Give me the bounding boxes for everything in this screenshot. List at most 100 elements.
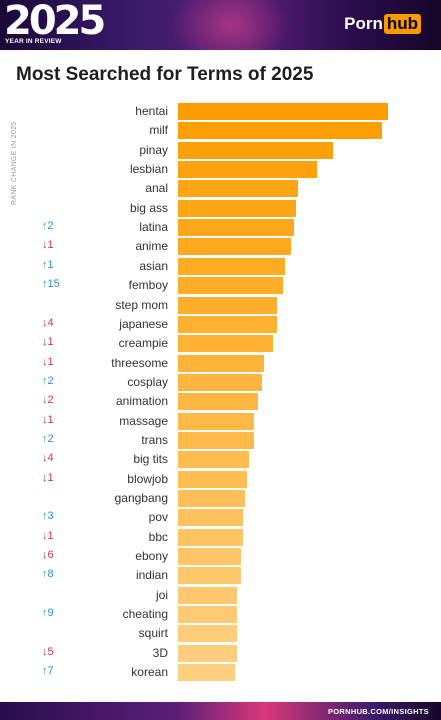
chart-title: Most Searched for Terms of 2025: [16, 64, 314, 85]
rank-change-label: ↑3: [42, 510, 54, 523]
chart-row: anal: [0, 179, 441, 198]
term-label: lesbian: [129, 162, 168, 177]
chart-row: ↓1 blowjob: [0, 470, 441, 489]
chart-row: ↓4 big tits: [0, 450, 441, 469]
chart-row: ↑15 femboy: [0, 276, 441, 295]
chart-row: ↓5 3D: [0, 644, 441, 663]
bar: [178, 606, 237, 624]
bar: [178, 567, 241, 585]
rank-change-label: ↓4: [42, 316, 54, 329]
chart-row: ↑8 indian: [0, 566, 441, 585]
term-label: japanese: [119, 316, 168, 331]
term-label: trans: [141, 432, 168, 447]
bar: [178, 470, 248, 488]
chart-row: ↓1 bbc: [0, 528, 441, 547]
rank-change-label: ↑2: [42, 432, 54, 445]
chart-row: ↓2 animation: [0, 392, 441, 411]
bar: [178, 431, 254, 449]
bar: [178, 490, 246, 507]
bar: [178, 315, 277, 333]
bar: [178, 141, 334, 159]
term-label: joi: [155, 587, 168, 602]
year-heading: 2025: [4, 0, 106, 44]
rank-change-label: ↓5: [42, 645, 54, 658]
chart-row: ↓6 ebony: [0, 547, 441, 566]
rank-change-label: ↓1: [42, 529, 54, 542]
term-label: step mom: [115, 297, 168, 312]
bar: [178, 122, 382, 140]
bar: [178, 412, 254, 430]
chart-row: ↓1 threesome: [0, 354, 441, 373]
chart-row: ↓4 japanese: [0, 315, 441, 334]
term-label: cheating: [122, 607, 168, 622]
bar: [178, 219, 294, 237]
rank-change-label: ↓1: [42, 336, 54, 349]
chart-row: ↑2 cosplay: [0, 373, 441, 392]
term-label: bbc: [148, 529, 168, 544]
term-label: pov: [148, 510, 168, 525]
chart-row: ↑3 pov: [0, 508, 441, 527]
term-label: korean: [131, 665, 168, 680]
bar: [178, 664, 235, 682]
term-label: anal: [145, 181, 168, 196]
term-label: threesome: [111, 355, 168, 370]
term-label: 3D: [152, 645, 168, 660]
term-label: indian: [135, 568, 168, 583]
term-label: pinay: [139, 142, 168, 157]
bar: [178, 296, 277, 314]
rank-change-label: ↑7: [42, 665, 54, 678]
chart-row: ↑2 trans: [0, 431, 441, 450]
term-label: creampie: [118, 336, 168, 351]
term-label: big ass: [129, 200, 168, 215]
chart-row: ↓1 anime: [0, 237, 441, 256]
chart-row: milf: [0, 121, 441, 140]
year-in-review-label: YEAR IN REVIEW: [5, 38, 62, 45]
term-label: massage: [119, 413, 168, 428]
chart-row: step mom: [0, 296, 441, 315]
bar: [178, 451, 250, 469]
term-label: hentai: [135, 104, 168, 118]
term-label: animation: [115, 394, 168, 409]
chart-card: Most Searched for Terms of 2025 RANK CHA…: [0, 50, 441, 702]
bar: [178, 625, 237, 643]
header-banner: 2025 YEAR IN REVIEW Porn hub: [0, 0, 441, 50]
chart-row: ↑7 korean: [0, 663, 441, 682]
bar: [178, 393, 258, 411]
pornhub-logo[interactable]: Porn hub: [344, 14, 421, 34]
chart-row: ↑9 cheating: [0, 605, 441, 624]
rank-change-label: ↓6: [42, 549, 54, 562]
footer-link[interactable]: PORNHUB.COM/INSIGHTS: [327, 707, 429, 716]
rank-change-label: ↓1: [42, 471, 54, 484]
bar: [178, 199, 296, 217]
logo-text-right: hub: [383, 14, 421, 34]
term-label: big tits: [133, 452, 168, 467]
bar: [178, 257, 286, 275]
chart-row: pinay: [0, 141, 441, 160]
chart-row: hentai: [0, 102, 441, 121]
bar: [178, 548, 241, 566]
rank-change-label: ↑9: [42, 607, 54, 620]
term-label: milf: [149, 123, 168, 138]
footer-banner: PORNHUB.COM/INSIGHTS: [0, 702, 441, 720]
term-label: asian: [139, 258, 168, 273]
chart-row: gangbang: [0, 489, 441, 508]
rank-change-label: ↑1: [42, 258, 54, 271]
bar: [178, 161, 317, 179]
chart-row: ↓1 massage: [0, 412, 441, 431]
term-label: gangbang: [114, 491, 168, 505]
rank-change-label: ↓1: [42, 239, 54, 252]
logo-text-left: Porn: [344, 14, 383, 33]
chart-row: ↓1 creampie: [0, 334, 441, 353]
term-label: squirt: [138, 626, 168, 641]
term-label: femboy: [128, 278, 168, 293]
bar: [178, 509, 244, 527]
bar: [178, 277, 283, 295]
chart-row: lesbian: [0, 160, 441, 179]
term-label: latina: [139, 220, 168, 235]
chart-row: big ass: [0, 199, 441, 218]
bar: [178, 528, 244, 546]
rank-change-label: ↓2: [42, 394, 54, 407]
bar: [178, 180, 298, 198]
chart-row: ↑2 latina: [0, 218, 441, 237]
bar: [178, 238, 292, 256]
